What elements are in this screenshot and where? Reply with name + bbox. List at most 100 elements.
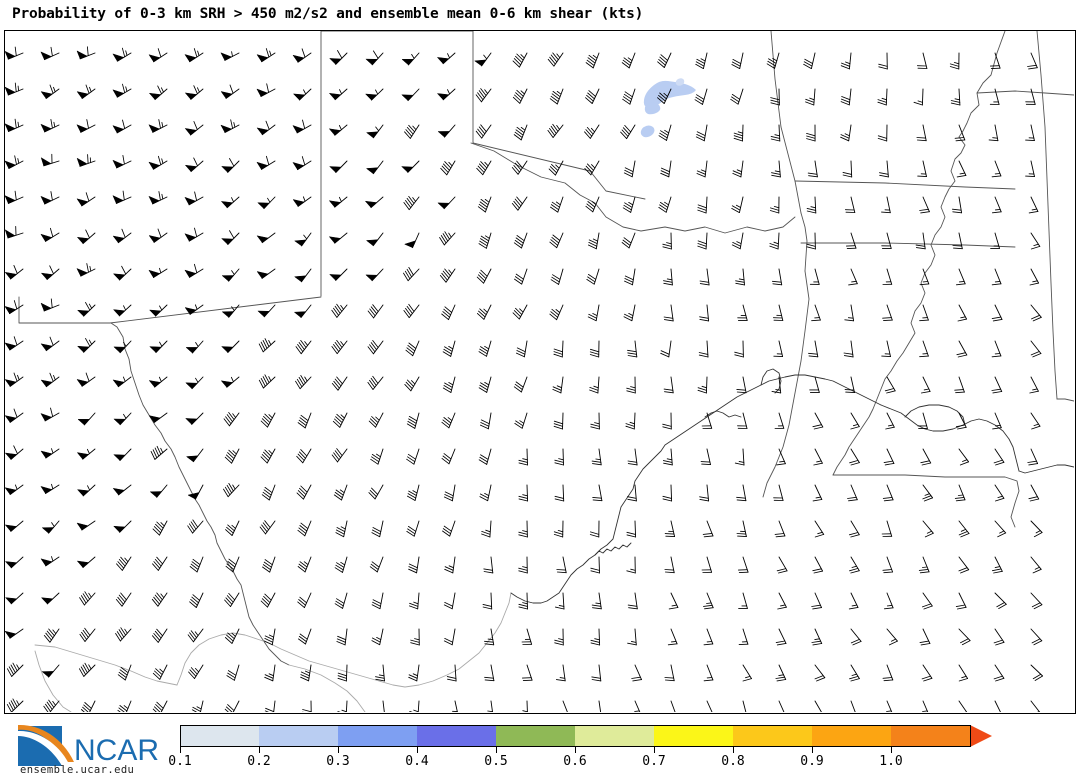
wind-barb — [703, 664, 714, 682]
river-red-texas-oklahoma — [470, 142, 796, 234]
coastline-bays-detail — [594, 542, 632, 556]
wind-barb — [881, 340, 891, 358]
boundary-mexico-interior-4 — [288, 664, 366, 712]
wind-barb — [185, 448, 204, 463]
wind-barb — [148, 191, 168, 205]
wind-barb — [329, 160, 348, 173]
wind-barb — [76, 46, 96, 60]
wind-barb — [225, 520, 240, 536]
wind-barb — [627, 448, 638, 466]
wind-barb — [808, 340, 819, 358]
wind-barb — [149, 340, 168, 353]
wind-barb — [405, 340, 420, 357]
wind-barb — [1030, 520, 1043, 538]
wind-barb — [806, 124, 816, 142]
wind-barb — [264, 700, 276, 712]
wind-barb — [184, 48, 204, 63]
wind-barb — [185, 376, 204, 390]
wind-barb — [410, 628, 420, 646]
wind-barb — [483, 556, 494, 574]
wind-barb — [484, 628, 495, 646]
wind-barb — [1025, 88, 1036, 105]
wind-barb — [401, 88, 420, 102]
wind-barb — [221, 304, 240, 318]
wind-barb — [590, 556, 600, 574]
wind-barb — [224, 700, 240, 712]
wind-barb — [443, 592, 456, 610]
wind-barb — [699, 268, 710, 286]
wind-barb — [777, 592, 787, 610]
wind-barb — [409, 700, 420, 712]
wind-barb — [439, 231, 456, 246]
wind-barb — [382, 700, 385, 712]
wind-barb — [478, 376, 492, 393]
wind-barb — [957, 304, 968, 322]
wind-barb — [5, 520, 24, 532]
wind-barb — [117, 664, 132, 681]
wind-barb — [5, 408, 24, 423]
wind-barb — [296, 484, 312, 500]
wind-barb — [769, 232, 780, 250]
map-canvas[interactable] — [5, 31, 1074, 712]
wind-barb — [152, 664, 168, 680]
wind-barb — [1027, 448, 1039, 466]
wind-barb — [547, 123, 564, 138]
wind-barb — [766, 52, 780, 69]
wind-barb — [478, 340, 492, 357]
wind-barb — [256, 83, 276, 97]
boundary-tx-la — [762, 270, 810, 498]
wind-barb — [43, 699, 60, 712]
wind-barb — [408, 592, 420, 610]
boundary-ar-la — [800, 242, 1016, 248]
boundary-mexico-interior-2 — [176, 632, 394, 686]
wind-barb — [958, 664, 969, 682]
wind-barb — [261, 484, 276, 501]
wind-barb — [916, 52, 928, 69]
wind-barb — [882, 484, 894, 502]
colorbar-tick-line — [496, 747, 497, 753]
wind-barb — [40, 118, 60, 133]
wind-barb — [368, 484, 384, 500]
wind-barb — [224, 628, 240, 644]
wind-barb — [112, 265, 132, 281]
wind-barb — [260, 592, 276, 608]
wind-barb — [850, 700, 856, 712]
wind-barb — [5, 628, 24, 639]
wind-barb — [624, 268, 636, 286]
colorbar-band-1 — [891, 725, 971, 747]
wind-barb — [921, 592, 933, 610]
wind-barb — [954, 484, 966, 502]
wind-barb — [812, 484, 823, 502]
wind-barb — [112, 190, 132, 204]
wind-barb — [113, 340, 132, 354]
wind-barb — [949, 52, 960, 70]
wind-barb — [369, 556, 384, 573]
wind-barb — [990, 232, 1000, 249]
wind-barb — [812, 412, 824, 430]
logo-url-text: ensemble.ucar.edu — [20, 764, 135, 776]
wind-barb — [375, 664, 385, 682]
wind-barb — [849, 664, 860, 682]
wind-barb — [994, 484, 1005, 502]
wind-barb — [848, 592, 859, 610]
colorbar-bands — [180, 725, 992, 747]
wind-barb — [589, 520, 600, 538]
wind-barb — [514, 268, 528, 285]
wind-barb — [368, 412, 384, 428]
wind-barb — [993, 448, 1005, 466]
colorbar[interactable] — [180, 725, 992, 747]
wind-barb — [921, 664, 933, 682]
wind-barb — [80, 700, 96, 712]
wind-barb — [696, 160, 708, 178]
wind-barb — [76, 229, 96, 245]
wind-barb — [292, 119, 312, 134]
ncar-logo[interactable]: NCAR — [8, 724, 168, 776]
wind-barb — [991, 196, 1002, 214]
map-panel[interactable] — [4, 30, 1076, 714]
wind-barb — [364, 196, 384, 209]
wind-barb — [658, 124, 672, 141]
wind-barb — [112, 228, 132, 244]
wind-barb — [809, 268, 820, 285]
wind-barb — [408, 556, 420, 574]
colorbar-tick-line — [654, 747, 655, 753]
